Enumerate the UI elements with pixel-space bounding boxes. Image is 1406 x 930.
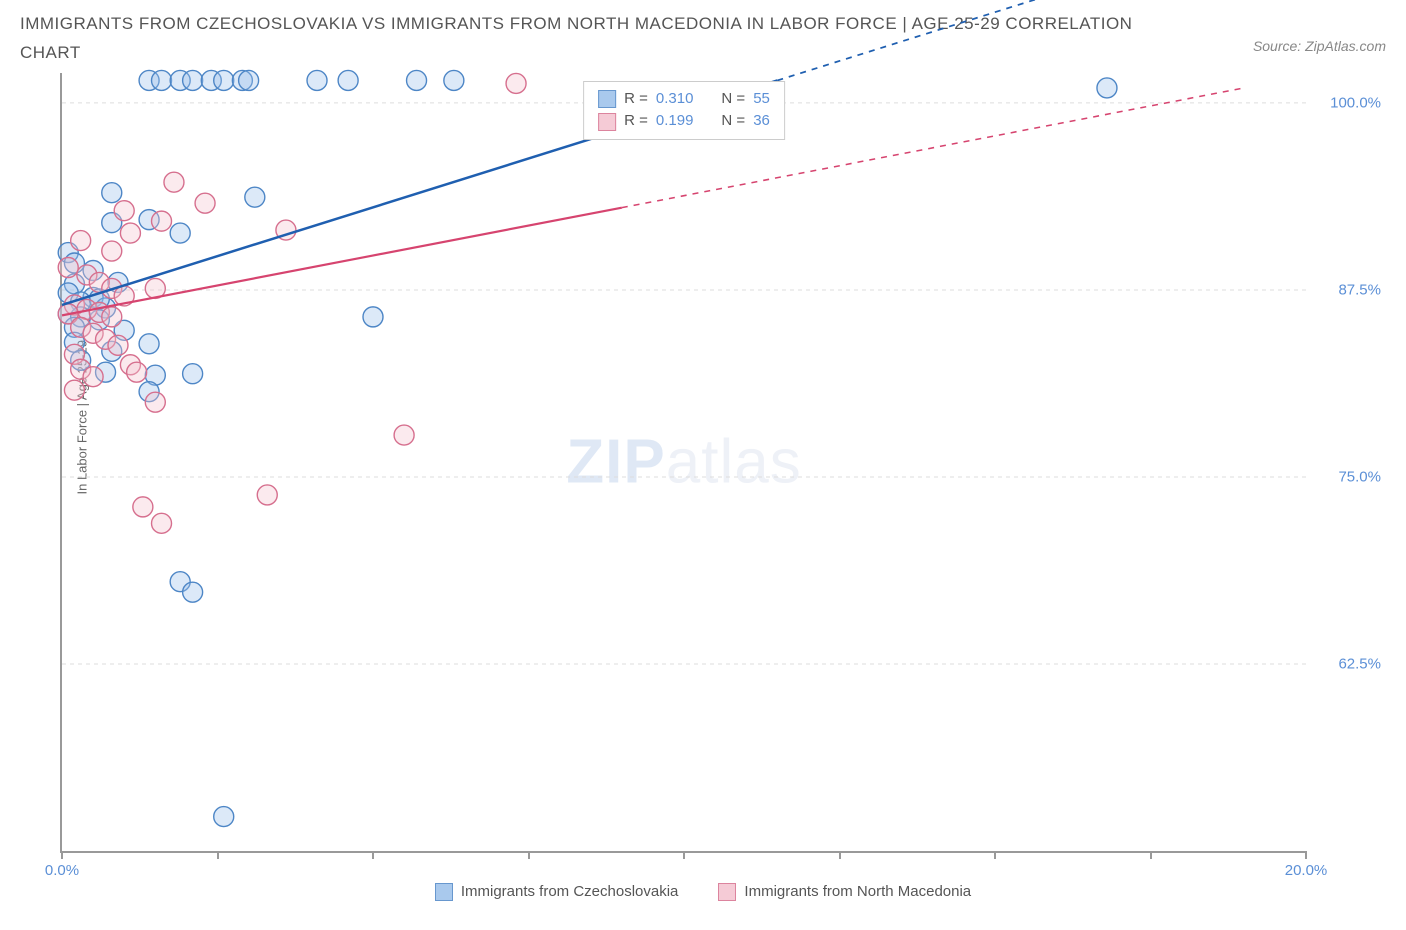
x-tick-mark [217, 851, 219, 859]
swatch-series1-bottom [435, 883, 453, 901]
x-tick-label: 0.0% [45, 862, 79, 879]
x-tick-label: 20.0% [1285, 862, 1328, 879]
x-tick-mark [839, 851, 841, 859]
title-row: IMMIGRANTS FROM CZECHOSLOVAKIA VS IMMIGR… [10, 10, 1396, 68]
y-tick-label: 62.5% [1338, 655, 1381, 672]
legend-item-series1: Immigrants from Czechoslovakia [435, 883, 679, 901]
chart-title: IMMIGRANTS FROM CZECHOSLOVAKIA VS IMMIGR… [20, 10, 1170, 68]
y-tick-label: 100.0% [1330, 94, 1381, 111]
r-value-series1: 0.310 [656, 88, 694, 111]
legend-label-series1: Immigrants from Czechoslovakia [461, 883, 679, 900]
y-tick-label: 87.5% [1338, 281, 1381, 298]
r-label: R = [624, 110, 648, 133]
swatch-series1 [598, 90, 616, 108]
n-label: N = [721, 110, 745, 133]
correlation-chart: IMMIGRANTS FROM CZECHOSLOVAKIA VS IMMIGR… [10, 10, 1396, 920]
x-tick-mark [683, 851, 685, 859]
x-tick-mark [1150, 851, 1152, 859]
plot-wrapper: In Labor Force | Age 25-29 ZIPatlas R = … [10, 73, 1396, 901]
swatch-series2-bottom [718, 883, 736, 901]
r-value-series2: 0.199 [656, 110, 694, 133]
y-tick-label: 75.0% [1338, 468, 1381, 485]
n-label: N = [721, 88, 745, 111]
legend-label-series2: Immigrants from North Macedonia [744, 883, 971, 900]
x-tick-mark [1305, 851, 1307, 859]
x-tick-mark [61, 851, 63, 859]
plot-svg [62, 73, 1306, 851]
stats-row-series1: R = 0.310 N = 55 [598, 88, 770, 111]
x-tick-mark [528, 851, 530, 859]
plot-area: ZIPatlas R = 0.310 N = 55 R = 0.199 [60, 73, 1306, 853]
chart-source: Source: ZipAtlas.com [1253, 38, 1386, 54]
x-tick-mark [994, 851, 996, 859]
bottom-legend: Immigrants from Czechoslovakia Immigrant… [10, 883, 1396, 901]
x-tick-mark [372, 851, 374, 859]
legend-item-series2: Immigrants from North Macedonia [718, 883, 971, 901]
stats-row-series2: R = 0.199 N = 36 [598, 110, 770, 133]
n-value-series1: 55 [753, 88, 770, 111]
stats-legend-box: R = 0.310 N = 55 R = 0.199 N = 36 [583, 81, 785, 140]
r-label: R = [624, 88, 648, 111]
n-value-series2: 36 [753, 110, 770, 133]
swatch-series2 [598, 113, 616, 131]
